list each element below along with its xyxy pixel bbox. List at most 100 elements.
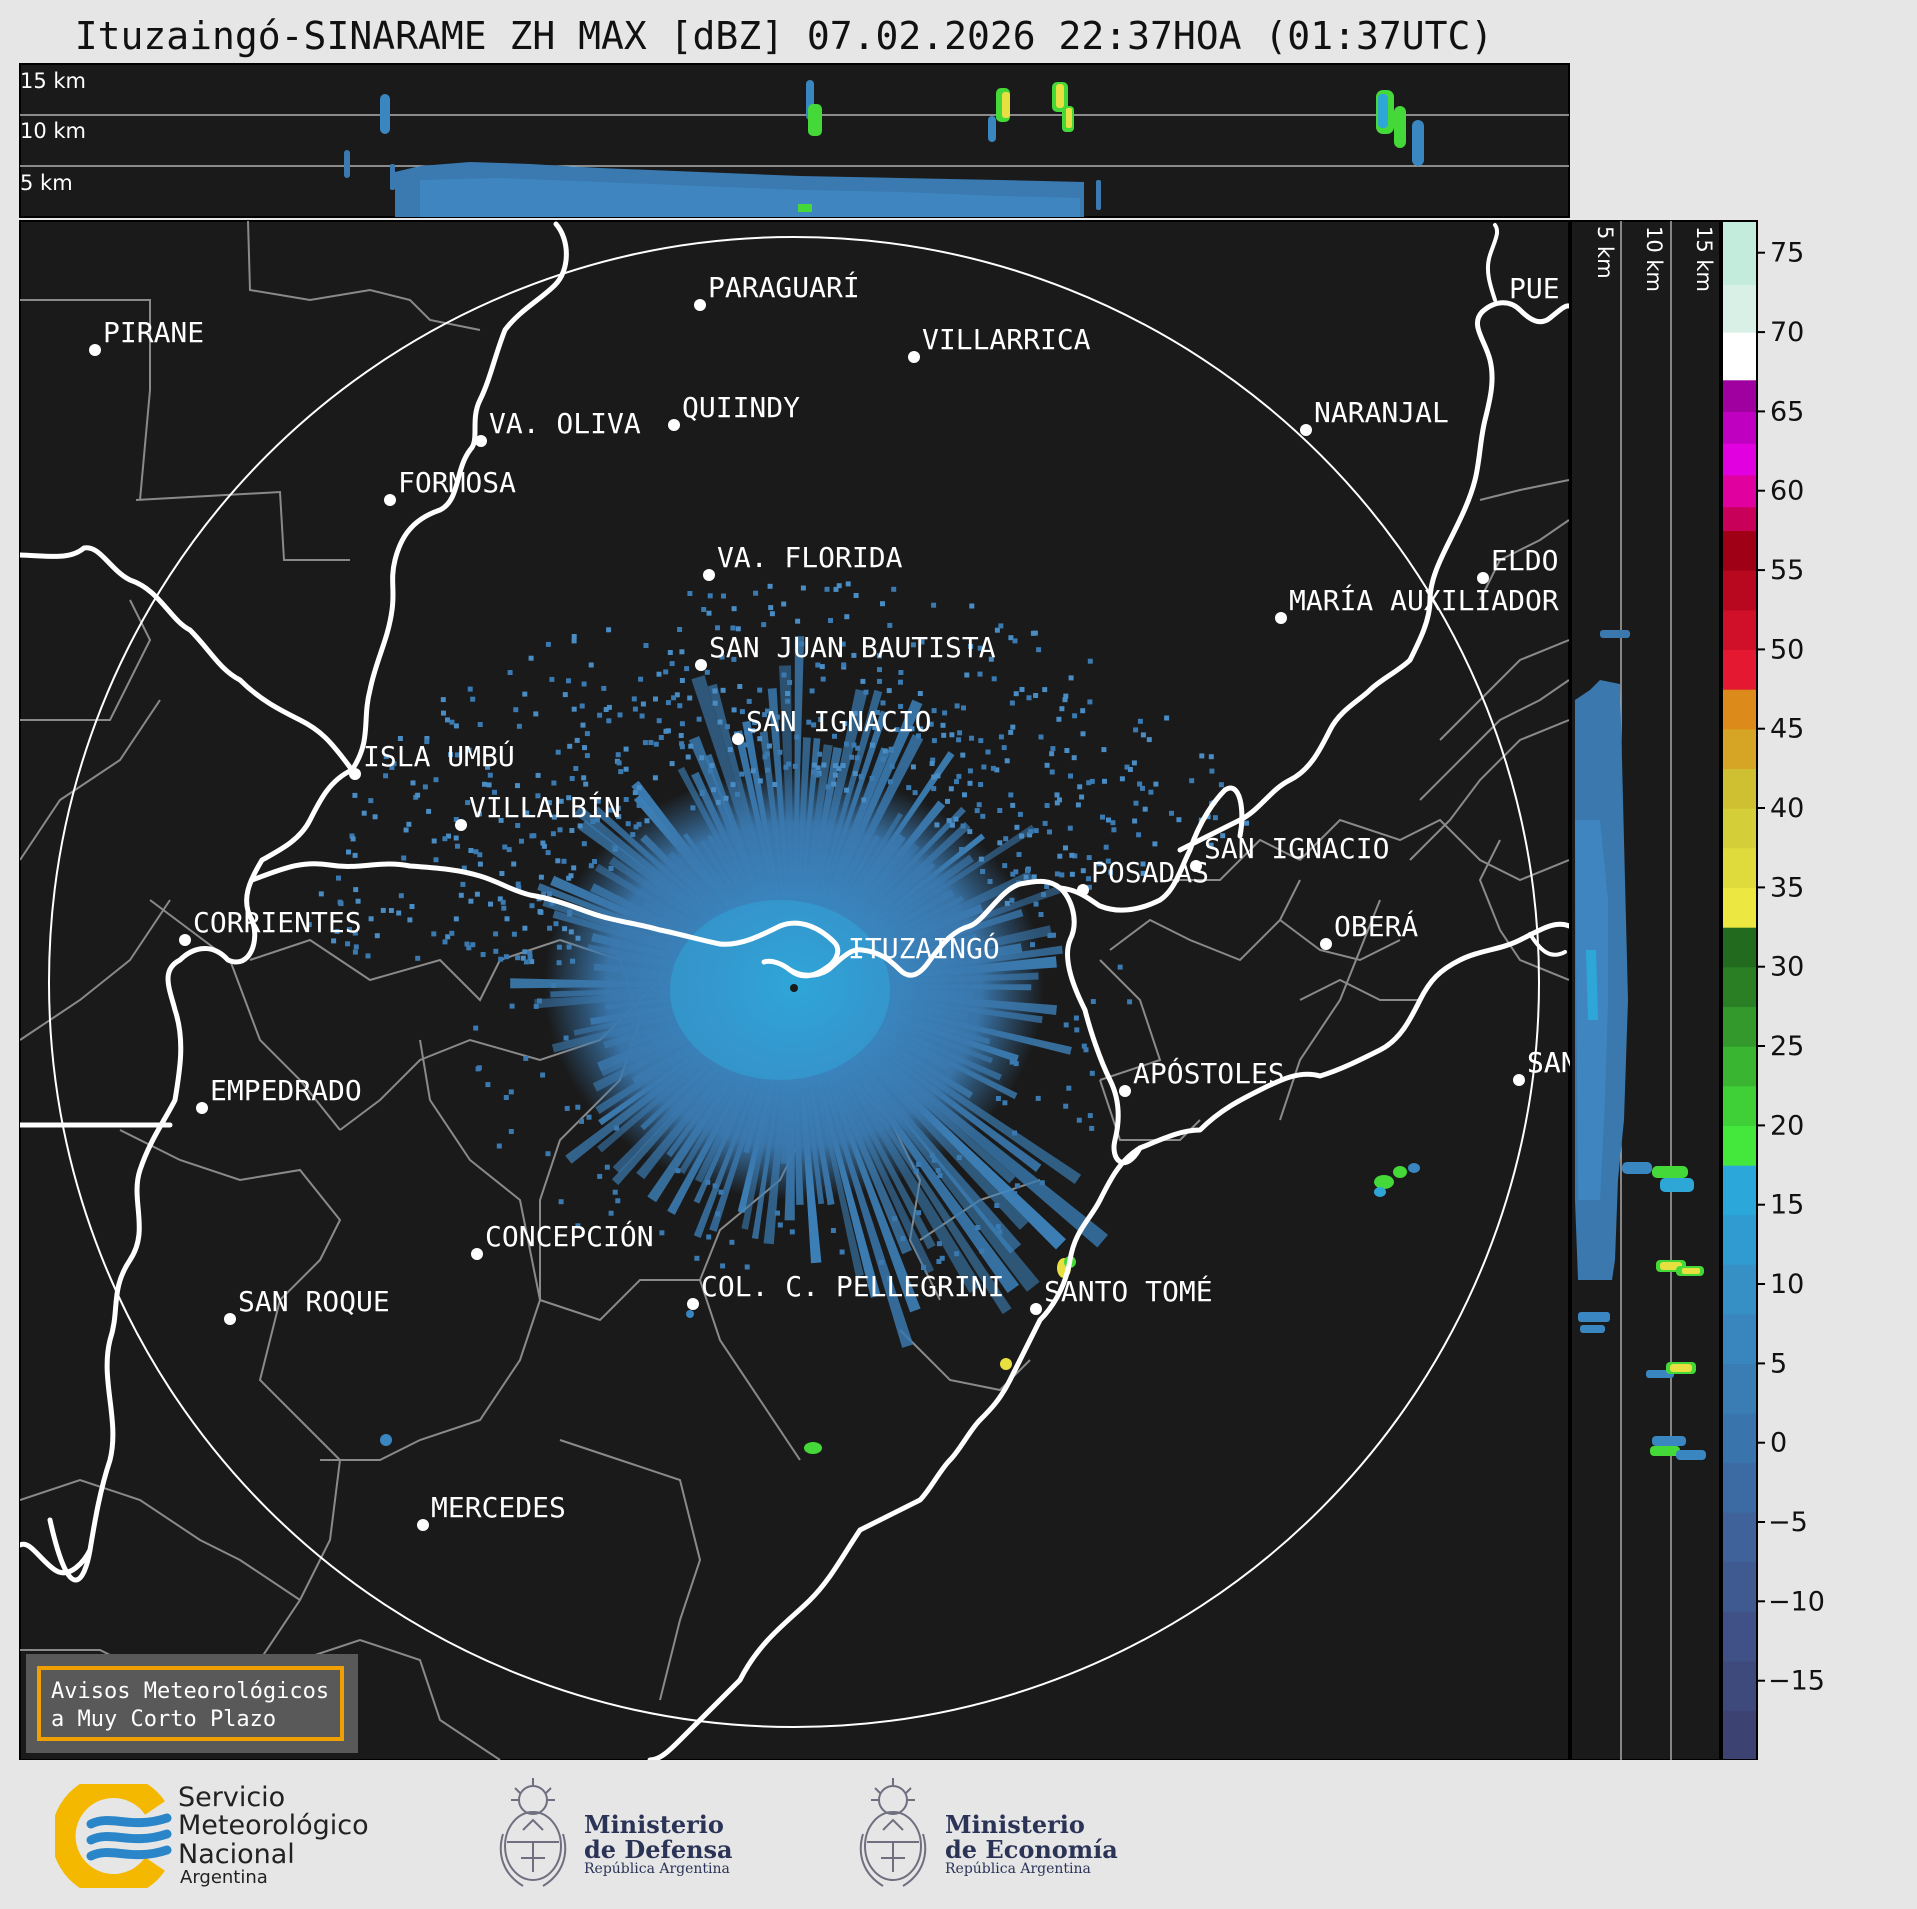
colorbar-tick-label: −5: [1768, 1507, 1808, 1538]
defensa-line1: Ministerio: [584, 1810, 724, 1839]
colorbar-block: [1722, 1512, 1757, 1563]
echo-speckle: [707, 593, 713, 599]
echo-speckle: [355, 898, 361, 904]
echo-speckle: [1189, 778, 1195, 784]
echo-speckle: [1076, 1117, 1082, 1123]
echo-speckle: [852, 771, 858, 776]
echo-speckle: [453, 916, 459, 922]
echo-speckle: [492, 789, 497, 795]
echo-speckle: [1068, 773, 1073, 779]
city-marker: [1275, 612, 1287, 624]
city-label: CORRIENTES: [193, 906, 362, 939]
echo-speckle: [473, 849, 479, 855]
echo-speckle: [520, 955, 526, 961]
echo-speckle: [842, 721, 848, 727]
echo-speckle: [523, 959, 529, 965]
echo-speckle: [712, 688, 718, 694]
echo-speckle: [445, 934, 451, 940]
city-marker: [89, 344, 101, 356]
echo-speckle: [431, 931, 437, 937]
colorbar-block: [1722, 1214, 1757, 1265]
echo-speckle: [976, 802, 982, 808]
echo-speckle: [841, 662, 847, 668]
echo-speckle: [1132, 818, 1138, 824]
echo-speckle: [1010, 802, 1016, 808]
echo-speckle: [527, 950, 533, 956]
colorbar-block: [1722, 649, 1757, 690]
echo-speckle: [467, 686, 473, 692]
echo-speckle: [980, 813, 986, 819]
echo-speckle: [931, 602, 937, 608]
echo-speckle: [727, 747, 733, 753]
colorbar-block: [1722, 887, 1757, 928]
warning-box-line1: Avisos Meteorológicos: [51, 1679, 329, 1704]
echo-speckle: [431, 838, 437, 844]
echo-speckle: [707, 768, 713, 774]
echo-speckle: [961, 705, 966, 711]
echo-speckle: [699, 791, 705, 797]
echo-speckle: [401, 855, 407, 861]
echo-speckle: [1105, 858, 1111, 864]
echo-speckle: [502, 844, 508, 850]
echo-speckle: [939, 1255, 945, 1261]
echo-speckle: [743, 742, 749, 748]
echo-speckle: [509, 1003, 515, 1009]
echo-speckle: [711, 787, 717, 793]
echo-speckle: [562, 926, 568, 932]
echo-speckle: [679, 744, 685, 750]
echo-speckle: [699, 755, 705, 761]
echo-speckle: [537, 998, 542, 1004]
city-label: QUIINDY: [682, 391, 800, 424]
echo-speckle: [1028, 829, 1034, 834]
echo-speckle: [997, 840, 1003, 846]
city-marker: [1513, 1074, 1525, 1086]
echo-speckle: [916, 1161, 922, 1167]
echo-speckle: [606, 627, 612, 633]
echo-speckle: [1013, 869, 1019, 875]
echo-speckle: [762, 712, 768, 718]
echo-speckle: [900, 1236, 906, 1242]
echo-speckle: [956, 737, 962, 743]
warning-box[interactable]: Avisos Meteorológicos a Muy Corto Plazo: [26, 1654, 358, 1753]
echo-speckle: [433, 857, 439, 863]
echo-speckle: [640, 701, 646, 707]
echo-speckle: [877, 667, 882, 673]
echo-speckle: [551, 814, 557, 820]
echo-speckle: [352, 949, 358, 955]
colorbar-tick-label: 35: [1770, 872, 1804, 903]
echo-speckle: [1146, 737, 1152, 743]
echo-speckle: [1148, 789, 1154, 795]
echo-speckle: [946, 818, 952, 824]
echo-speckle: [501, 905, 507, 911]
echo-speckle: [792, 763, 798, 769]
echo-speckle: [545, 641, 551, 647]
echo-speckle: [1244, 820, 1250, 826]
echo-speckle: [1047, 829, 1052, 835]
echo-speckle: [781, 601, 787, 607]
echo-speckle: [545, 1151, 551, 1157]
colorbar-block: [1722, 284, 1757, 333]
echo-speckle: [998, 734, 1004, 740]
echo-speckle: [1101, 747, 1107, 753]
echo-speckle: [468, 848, 474, 853]
echo-speckle: [809, 688, 815, 694]
city-marker: [1030, 1303, 1042, 1315]
echo-speckle: [1039, 1180, 1045, 1186]
echo-speckle: [498, 956, 504, 962]
echo-speckle: [861, 797, 867, 803]
echo-speckle: [1031, 874, 1037, 880]
echo-speckle: [1080, 868, 1086, 874]
echo-speckle: [949, 732, 955, 738]
echo-speckle: [555, 858, 561, 864]
city-label: SAN IGNACIO: [1204, 832, 1389, 865]
echo-speckle: [687, 695, 693, 701]
echo-speckle: [372, 814, 378, 820]
echo-speckle: [960, 823, 966, 829]
echo-speckle: [1063, 1103, 1069, 1109]
echo-speckle: [1087, 658, 1093, 664]
echo-speckle: [954, 1251, 960, 1257]
echo-speckle: [581, 841, 587, 847]
echo-speckle: [615, 1198, 621, 1204]
echo-speckle: [433, 777, 439, 783]
echo-speckle: [1056, 716, 1062, 722]
